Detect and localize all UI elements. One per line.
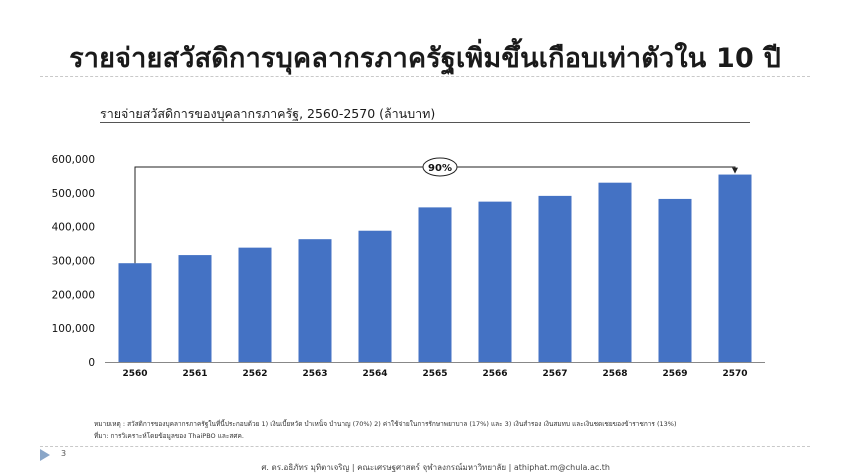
bar [538,195,572,362]
bar [658,198,692,362]
x-tick-label: 2564 [362,369,387,379]
page-marker-icon [40,449,50,461]
bar [478,201,512,362]
arrow-head-icon [732,167,738,174]
x-tick-label: 2562 [242,369,267,379]
x-tick-label: 2565 [422,369,447,379]
bar [118,263,152,362]
y-tick-label: 100,000 [52,323,95,335]
chart-title-rule [100,122,750,123]
y-tick-label: 600,000 [52,154,95,166]
x-tick-label: 2570 [722,369,747,379]
y-tick-label: 400,000 [52,222,95,234]
bar [178,255,212,362]
x-tick-label: 2566 [482,369,507,379]
page-number: 3 [61,449,67,458]
bar [238,247,272,362]
x-tick-label: 2569 [662,369,687,379]
growth-badge [422,157,458,177]
chart-title: รายจ่ายสวัสดิการของบุคลากรภาครัฐ, 2560-2… [100,106,436,121]
chart-footnote: หมายเหตุ : สวัสดิการของบุคลากรภาครัฐในที… [94,420,677,428]
chart-source: ที่มา: การวิเคราะห์โดยข้อมูลของ ThaiPBO … [94,432,244,440]
y-tick-label: 200,000 [52,289,95,301]
x-tick-label: 2567 [542,369,567,379]
growth-label: 90% [428,163,452,174]
bar [718,174,752,362]
bottom-divider [40,446,810,447]
bar [598,182,632,362]
x-tick-label: 2568 [602,369,627,379]
y-tick-label: 300,000 [52,256,95,268]
top-divider [40,76,810,77]
bar [418,207,452,362]
y-tick-label: 500,000 [52,188,95,200]
footer-credit: ศ. ดร.อธิภัทร มุทิตาเจริญ | คณะเศรษฐศาสต… [261,463,610,472]
x-tick-label: 2561 [182,369,207,379]
slide-title: รายจ่ายสวัสดิการบุคลากรภาครัฐเพิ่มขึ้นเก… [69,43,781,74]
y-tick-label: 0 [88,357,95,369]
x-tick-label: 2560 [122,369,147,379]
bar [358,230,392,362]
x-tick-label: 2563 [302,369,327,379]
bar [298,239,332,362]
